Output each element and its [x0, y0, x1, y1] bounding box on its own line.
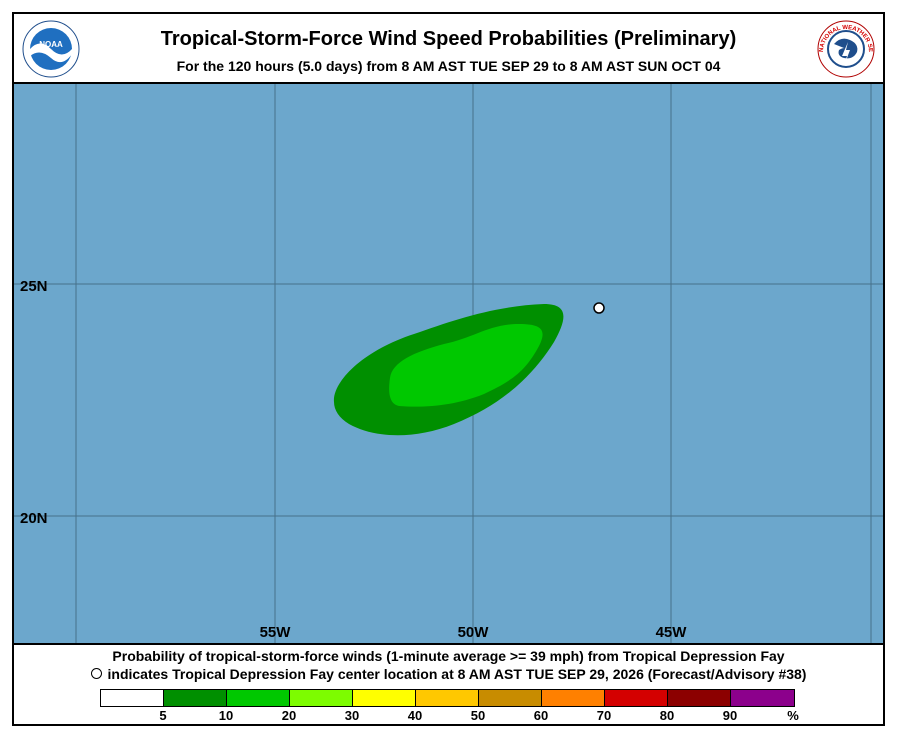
legend-tick-label: 80 — [659, 708, 675, 723]
legend-swatch — [101, 690, 164, 706]
legend-swatch — [290, 690, 353, 706]
footer: Probability of tropical-storm-force wind… — [14, 645, 883, 724]
legend-tick-label: 60 — [533, 708, 549, 723]
legend-swatch — [605, 690, 668, 706]
lat-label-20n: 20N — [20, 510, 48, 527]
footer-center-note-text: indicates Tropical Depression Fay center… — [107, 666, 807, 682]
graticule — [14, 84, 883, 643]
footer-description: Probability of tropical-storm-force wind… — [112, 648, 785, 664]
probability-area-10-20 — [389, 324, 543, 407]
legend-tick-label: 70 — [596, 708, 612, 723]
legend-tick-label: % — [787, 708, 799, 723]
graphic-frame: NOAA Tropical-Storm-Force Wind Speed Pro… — [12, 12, 885, 726]
legend-swatch — [227, 690, 290, 706]
legend-tick-label: 30 — [344, 708, 360, 723]
legend-swatch — [731, 690, 794, 706]
storm-center-marker-icon — [593, 302, 605, 314]
lon-label-55w: 55W — [260, 624, 292, 641]
probability-legend — [100, 689, 795, 707]
lon-label-50w: 50W — [458, 624, 490, 641]
legend-tick-label: 90 — [722, 708, 738, 723]
lon-label-45w: 45W — [656, 624, 688, 641]
legend-swatch — [353, 690, 416, 706]
map-canvas: 25N 20N 55W 50W 45W — [14, 84, 883, 643]
legend-tick-label: 20 — [281, 708, 297, 723]
noaa-logo-text: NOAA — [39, 40, 63, 49]
header: NOAA Tropical-Storm-Force Wind Speed Pro… — [14, 14, 883, 84]
nws-seal-icon: NATIONAL WEATHER SERVICE — [817, 20, 875, 78]
page-subtitle: For the 120 hours (5.0 days) from 8 AM A… — [176, 58, 721, 74]
legend-swatch — [164, 690, 227, 706]
lat-label-25n: 25N — [20, 278, 48, 295]
legend-tick-label: 50 — [470, 708, 486, 723]
legend-tick-label: 10 — [218, 708, 234, 723]
legend-swatch — [668, 690, 731, 706]
page-title: Tropical-Storm-Force Wind Speed Probabil… — [160, 28, 737, 50]
legend-swatch — [479, 690, 542, 706]
legend-tick-label: 5 — [159, 708, 167, 723]
open-circle-icon — [90, 667, 102, 679]
map-panel: 25N 20N 55W 50W 45W — [14, 84, 883, 645]
footer-center-note: indicates Tropical Depression Fay center… — [14, 666, 883, 682]
noaa-seal-icon: NOAA — [22, 20, 80, 78]
legend-tick-label: 40 — [407, 708, 423, 723]
legend-swatch — [416, 690, 479, 706]
legend-swatch — [542, 690, 605, 706]
